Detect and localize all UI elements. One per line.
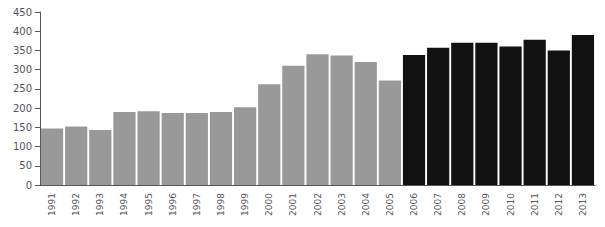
svg-text:1991: 1991 [47, 193, 57, 216]
svg-text:50: 50 [19, 160, 32, 171]
svg-text:2007: 2007 [433, 193, 443, 216]
svg-text:400: 400 [13, 26, 32, 37]
svg-text:2004: 2004 [361, 193, 371, 216]
svg-text:1992: 1992 [71, 193, 81, 216]
svg-text:2012: 2012 [554, 193, 564, 216]
svg-text:1993: 1993 [95, 193, 105, 216]
svg-text:2002: 2002 [313, 193, 323, 216]
svg-text:1996: 1996 [168, 193, 178, 216]
svg-text:250: 250 [13, 83, 32, 94]
svg-text:1995: 1995 [144, 193, 154, 216]
svg-text:1998: 1998 [216, 193, 226, 216]
svg-text:2009: 2009 [481, 193, 491, 216]
svg-text:150: 150 [13, 122, 32, 133]
svg-text:2008: 2008 [457, 193, 467, 216]
svg-text:350: 350 [13, 45, 32, 56]
svg-text:2011: 2011 [530, 193, 540, 216]
svg-text:2010: 2010 [506, 193, 516, 216]
svg-text:1999: 1999 [240, 193, 250, 216]
svg-text:100: 100 [13, 141, 32, 152]
svg-text:1994: 1994 [119, 193, 129, 216]
svg-text:1997: 1997 [192, 193, 202, 216]
svg-text:2006: 2006 [409, 193, 419, 216]
svg-text:450: 450 [13, 7, 32, 18]
svg-text:300: 300 [13, 64, 32, 75]
svg-text:2013: 2013 [578, 193, 588, 216]
svg-text:2000: 2000 [264, 193, 274, 216]
svg-text:2005: 2005 [385, 193, 395, 216]
svg-text:2001: 2001 [288, 193, 298, 216]
svg-text:2003: 2003 [337, 193, 347, 216]
svg-text:0: 0 [26, 180, 32, 191]
svg-text:200: 200 [13, 103, 32, 114]
